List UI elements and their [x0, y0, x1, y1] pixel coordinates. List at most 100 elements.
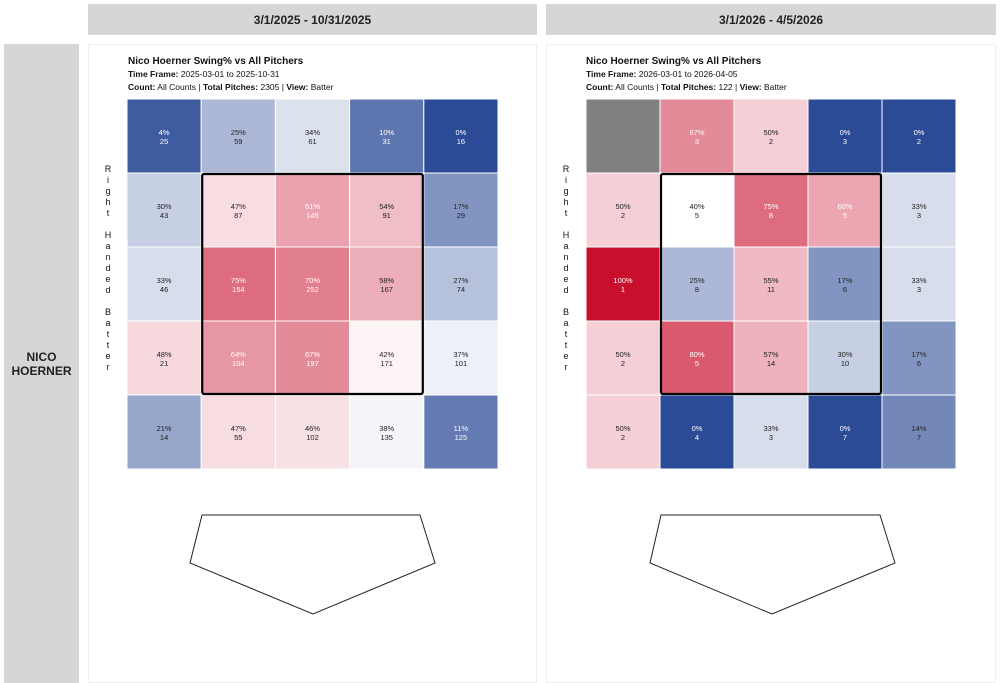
- cell-pitch-count: 74: [457, 285, 465, 294]
- cell-pitch-count: 3: [917, 211, 921, 220]
- cell-pitch-count: 2: [621, 433, 625, 442]
- side-label-letter: g: [105, 186, 111, 196]
- cell-pitch-count: 102: [306, 433, 319, 442]
- heatmap-cell: [349, 246, 425, 322]
- strike-zone-outline: [659, 172, 883, 396]
- cell-swing-pct: 75%: [763, 202, 778, 211]
- cell-pitch-count: 21: [160, 359, 168, 368]
- cell-pitch-count: 3: [695, 137, 699, 146]
- cell-pitch-count: 171: [380, 359, 393, 368]
- cell-pitch-count: 11: [767, 285, 775, 294]
- cell-swing-pct: 60%: [837, 202, 852, 211]
- chart-title: Nico Hoerner Swing% vs All Pitchers: [586, 56, 762, 67]
- side-label-letter: e: [563, 351, 569, 361]
- side-label-letter: e: [563, 274, 569, 284]
- side-label-letter: g: [563, 186, 569, 196]
- cell-swing-pct: 33%: [763, 424, 778, 433]
- player-row-label: NICO HOERNER: [4, 44, 79, 683]
- timeframe-value: 2025-03-01 to 2025-10-31: [180, 69, 280, 79]
- view-value: Batter: [310, 82, 334, 92]
- cell-pitch-count: 5: [695, 211, 699, 220]
- heatmap-cell: [349, 394, 425, 469]
- cell-pitch-count: 2: [621, 359, 625, 368]
- side-label-letter: t: [564, 208, 568, 218]
- cell-swing-pct: 10%: [379, 128, 394, 137]
- cell-pitch-count: 29: [457, 211, 465, 220]
- heatmap-cell: [881, 394, 956, 469]
- heatmap-cell: [349, 99, 425, 174]
- heatmap-cell: [127, 172, 202, 248]
- cell-swing-pct: 0%: [455, 128, 466, 137]
- side-label-letter: t: [106, 208, 110, 218]
- cell-pitch-count: 8: [769, 211, 773, 220]
- cell-pitch-count: 252: [306, 285, 319, 294]
- home-plate-2025: [189, 514, 436, 615]
- side-label-letter: n: [105, 252, 111, 262]
- heatmap-cell: [733, 320, 809, 396]
- side-label-letter: B: [104, 307, 111, 317]
- side-label-letter: d: [105, 263, 111, 273]
- heatmap-cell: [127, 246, 202, 322]
- cell-pitch-count: 3: [843, 137, 847, 146]
- cell-pitch-count: 10: [841, 359, 849, 368]
- heatmap-cell: [423, 99, 498, 174]
- cell-pitch-count: 104: [232, 359, 245, 368]
- heatmap-cell: [807, 394, 883, 469]
- side-label-letter: e: [105, 274, 111, 284]
- timeframe-value: 2026-03-01 to 2026-04-05: [638, 69, 738, 79]
- heatmap-cell: [881, 320, 956, 396]
- cell-swing-pct: 67%: [689, 128, 704, 137]
- count-label: Count:: [586, 82, 614, 92]
- cell-pitch-count: 2: [621, 211, 625, 220]
- cell-swing-pct: 17%: [911, 350, 926, 359]
- side-label-letter: r: [564, 362, 568, 372]
- heatmap-cell: [733, 394, 809, 469]
- side-label-letter: i: [565, 175, 567, 185]
- cell-swing-pct: 17%: [837, 276, 852, 285]
- cell-pitch-count: 1: [621, 285, 625, 294]
- side-label-letter: a: [563, 241, 569, 251]
- heatmap-cell: [586, 99, 661, 174]
- heatmap-cell: [274, 394, 351, 469]
- home-plate-2026: [649, 514, 896, 615]
- cell-swing-pct: 27%: [453, 276, 468, 285]
- cell-swing-pct: 0%: [914, 128, 925, 137]
- cell-pitch-count: 8: [695, 285, 699, 294]
- cell-swing-pct: 100%: [613, 276, 633, 285]
- cell-pitch-count: 55: [234, 433, 242, 442]
- cell-pitch-count: 154: [232, 285, 245, 294]
- cell-pitch-count: 3: [769, 433, 773, 442]
- view-value: Batter: [764, 82, 787, 92]
- cell-pitch-count: 7: [917, 433, 921, 442]
- cell-pitch-count: 197: [306, 359, 319, 368]
- total-pitches-label: Total Pitches:: [660, 82, 717, 92]
- heatmap-cell: [659, 99, 735, 174]
- cell-pitch-count: 7: [843, 433, 847, 442]
- heatmap-cell: [274, 246, 351, 322]
- heatmap-cell: [733, 99, 809, 174]
- count-label: Count:: [128, 82, 156, 92]
- heatmap-cell: [200, 246, 276, 322]
- cell-pitch-count: 167: [380, 285, 393, 294]
- cell-swing-pct: 50%: [615, 202, 630, 211]
- heatmap-cell: [349, 320, 425, 396]
- cell-swing-pct: 50%: [615, 350, 630, 359]
- home-plate-shape: [189, 514, 436, 615]
- heatmap-cell: [881, 172, 956, 248]
- heatmap-cell: [807, 246, 883, 322]
- side-label-letter: R: [104, 164, 112, 174]
- total-pitches-value: 122: [718, 82, 733, 92]
- cell-pitch-count: 4: [695, 433, 699, 442]
- cell-pitch-count: 3: [917, 285, 921, 294]
- total-pitches-label: Total Pitches:: [202, 82, 259, 92]
- cell-swing-pct: 75%: [231, 276, 246, 285]
- player-name: NICO HOERNER: [11, 349, 72, 378]
- cell-pitch-count: 46: [160, 285, 168, 294]
- cell-pitch-count: 61: [308, 137, 316, 146]
- cell-pitch-count: 2: [917, 137, 921, 146]
- side-label-letter: i: [107, 175, 109, 185]
- cell-pitch-count: 6: [917, 359, 921, 368]
- cell-pitch-count: 14: [767, 359, 775, 368]
- cell-pitch-count: 135: [380, 433, 393, 442]
